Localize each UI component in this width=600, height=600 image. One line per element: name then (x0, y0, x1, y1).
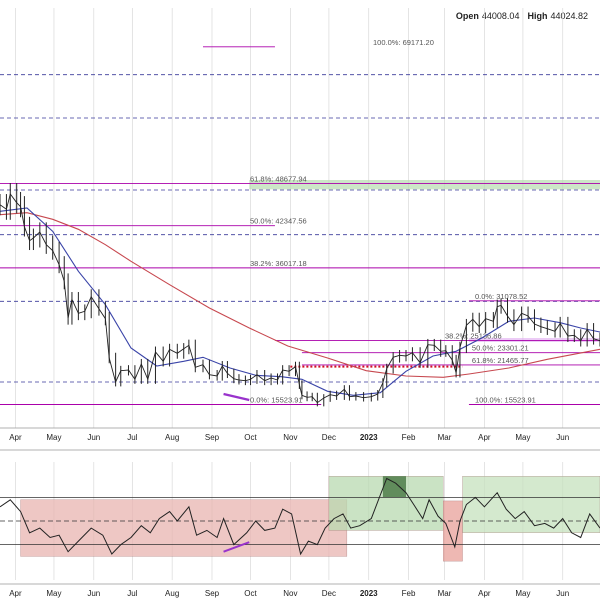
indicator-x-tick-11: Mar (438, 589, 452, 598)
price-x-tick-0: Apr (9, 433, 22, 442)
fib-label-9: 100.0%: 15523.91 (475, 396, 536, 405)
indicator-x-tick-14: Jun (556, 589, 569, 598)
price-x-tick-10: Feb (402, 433, 416, 442)
indicator-x-tick-5: Sep (205, 589, 220, 598)
indicator-x-tick-1: May (46, 589, 61, 598)
fib-label-2: 50.0%: 42347.56 (250, 217, 307, 226)
fib-label-5: 0.0%: 31078.52 (475, 292, 528, 301)
price-x-tick-14: Jun (556, 433, 569, 442)
ohlc-readout: Open 44008.04 High 44024.82 (456, 11, 596, 21)
indicator-zone-0 (20, 499, 348, 557)
indicator-divergence-mark (223, 541, 250, 553)
indicator-x-tick-6: Oct (244, 589, 257, 598)
price-x-tick-6: Oct (244, 433, 257, 442)
indicator-peak-zone (382, 476, 406, 498)
rsi-line (0, 477, 600, 556)
indicator-zone-2 (443, 500, 463, 562)
indicator-x-tick-10: Feb (402, 589, 416, 598)
open-label: Open (455, 11, 479, 21)
price-divergence-mark (223, 392, 250, 402)
ma-slow-line (0, 212, 600, 378)
indicator-x-tick-2: Jun (87, 589, 100, 598)
green-highlight-zone (249, 180, 600, 190)
fib-label-8: 61.8%: 21465.77 (472, 356, 529, 365)
fib-label-1: 61.8%: 48677.94 (250, 174, 307, 183)
indicator-x-tick-4: Aug (165, 589, 179, 598)
indicator-x-tick-0: Apr (9, 589, 22, 598)
fib-label-6: 38.2%: 25136.86 (445, 331, 502, 340)
fib-label-7: 50.0%: 23301.21 (472, 344, 529, 353)
price-x-tick-3: Jul (127, 433, 137, 442)
indicator-x-tick-13: May (515, 589, 530, 598)
indicator-x-tick-3: Jul (127, 589, 137, 598)
price-x-tick-12: Apr (478, 433, 491, 442)
fib-label-3: 38.2%: 36017.18 (250, 259, 307, 268)
indicator-x-tick-8: Dec (322, 589, 336, 598)
price-line (0, 192, 600, 404)
price-x-tick-9: 2023 (360, 433, 378, 442)
indicator-zone-3 (462, 476, 600, 533)
high-label: High (527, 11, 548, 21)
high-value: 44024.82 (550, 11, 588, 21)
price-x-tick-8: Dec (322, 433, 336, 442)
open-value: 44008.04 (481, 11, 520, 21)
price-x-tick-11: Mar (438, 433, 452, 442)
fib-label-0: 100.0%: 69171.20 (373, 38, 434, 47)
fib-label-4: 0.0%: 15523.91 (250, 396, 303, 405)
indicator-x-tick-9: 2023 (360, 589, 378, 598)
price-x-tick-4: Aug (165, 433, 179, 442)
indicator-x-tick-7: Nov (283, 589, 297, 598)
price-x-tick-13: May (515, 433, 530, 442)
price-x-tick-5: Sep (205, 433, 220, 442)
price-x-tick-1: May (46, 433, 61, 442)
price-x-tick-7: Nov (283, 433, 297, 442)
indicator-x-tick-12: Apr (478, 589, 491, 598)
price-x-tick-2: Jun (87, 433, 100, 442)
